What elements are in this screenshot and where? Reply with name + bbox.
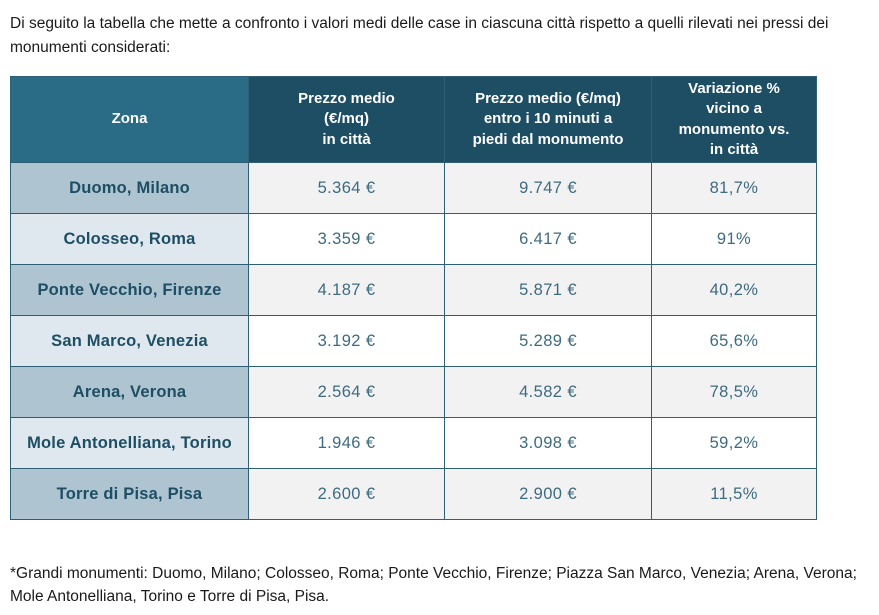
monument-price-cell: 2.900 €	[444, 468, 652, 521]
table-row: Torre di Pisa, Pisa 2.600 € 2.900 € 11,5…	[10, 468, 817, 521]
city-price-cell: 3.359 €	[248, 213, 445, 266]
city-price-cell: 1.946 €	[248, 417, 445, 470]
variation-cell: 11,5%	[651, 468, 817, 521]
zona-cell: Arena, Verona	[10, 366, 249, 419]
table-row: Mole Antonelliana, Torino 1.946 € 3.098 …	[10, 417, 817, 470]
intro-text: Di seguito la tabella che mette a confro…	[10, 15, 829, 57]
header-cell-zona: Zona	[10, 76, 249, 164]
variation-cell: 81,7%	[651, 162, 817, 215]
table-row: San Marco, Venezia 3.192 € 5.289 € 65,6%	[10, 315, 817, 368]
variation-cell: 59,2%	[651, 417, 817, 470]
variation-cell: 65,6%	[651, 315, 817, 368]
city-price-cell: 2.600 €	[248, 468, 445, 521]
table-row: Arena, Verona 2.564 € 4.582 € 78,5%	[10, 366, 817, 419]
monument-price-cell: 4.582 €	[444, 366, 652, 419]
zona-cell: Torre di Pisa, Pisa	[10, 468, 249, 521]
monument-price-cell: 5.871 €	[444, 264, 652, 317]
header-cell-variation: Variazione % vicino a monumento vs. in c…	[651, 76, 817, 164]
variation-cell: 91%	[651, 213, 817, 266]
footnote-text: *Grandi monumenti: Duomo, Milano; Coloss…	[10, 565, 857, 606]
zona-cell: Colosseo, Roma	[10, 213, 249, 266]
table-header-row: Zona Prezzo medio (€/mq) in città Prezzo…	[10, 76, 817, 164]
table-row: Ponte Vecchio, Firenze 4.187 € 5.871 € 4…	[10, 264, 817, 317]
city-price-cell: 5.364 €	[248, 162, 445, 215]
variation-cell: 40,2%	[651, 264, 817, 317]
table-row: Colosseo, Roma 3.359 € 6.417 € 91%	[10, 213, 817, 266]
zona-cell: San Marco, Venezia	[10, 315, 249, 368]
monument-price-cell: 9.747 €	[444, 162, 652, 215]
header-cell-city-price: Prezzo medio (€/mq) in città	[248, 76, 445, 164]
monument-price-cell: 5.289 €	[444, 315, 652, 368]
city-price-cell: 3.192 €	[248, 315, 445, 368]
zona-cell: Mole Antonelliana, Torino	[10, 417, 249, 470]
header-cell-monument-price: Prezzo medio (€/mq) entro i 10 minuti a …	[444, 76, 652, 164]
zona-cell: Ponte Vecchio, Firenze	[10, 264, 249, 317]
zona-cell: Duomo, Milano	[10, 162, 249, 215]
monument-price-cell: 6.417 €	[444, 213, 652, 266]
table-row: Duomo, Milano 5.364 € 9.747 € 81,7%	[10, 162, 817, 215]
variation-cell: 78,5%	[651, 366, 817, 419]
prices-table: Zona Prezzo medio (€/mq) in città Prezzo…	[10, 76, 817, 521]
monument-price-cell: 3.098 €	[444, 417, 652, 470]
city-price-cell: 4.187 €	[248, 264, 445, 317]
city-price-cell: 2.564 €	[248, 366, 445, 419]
